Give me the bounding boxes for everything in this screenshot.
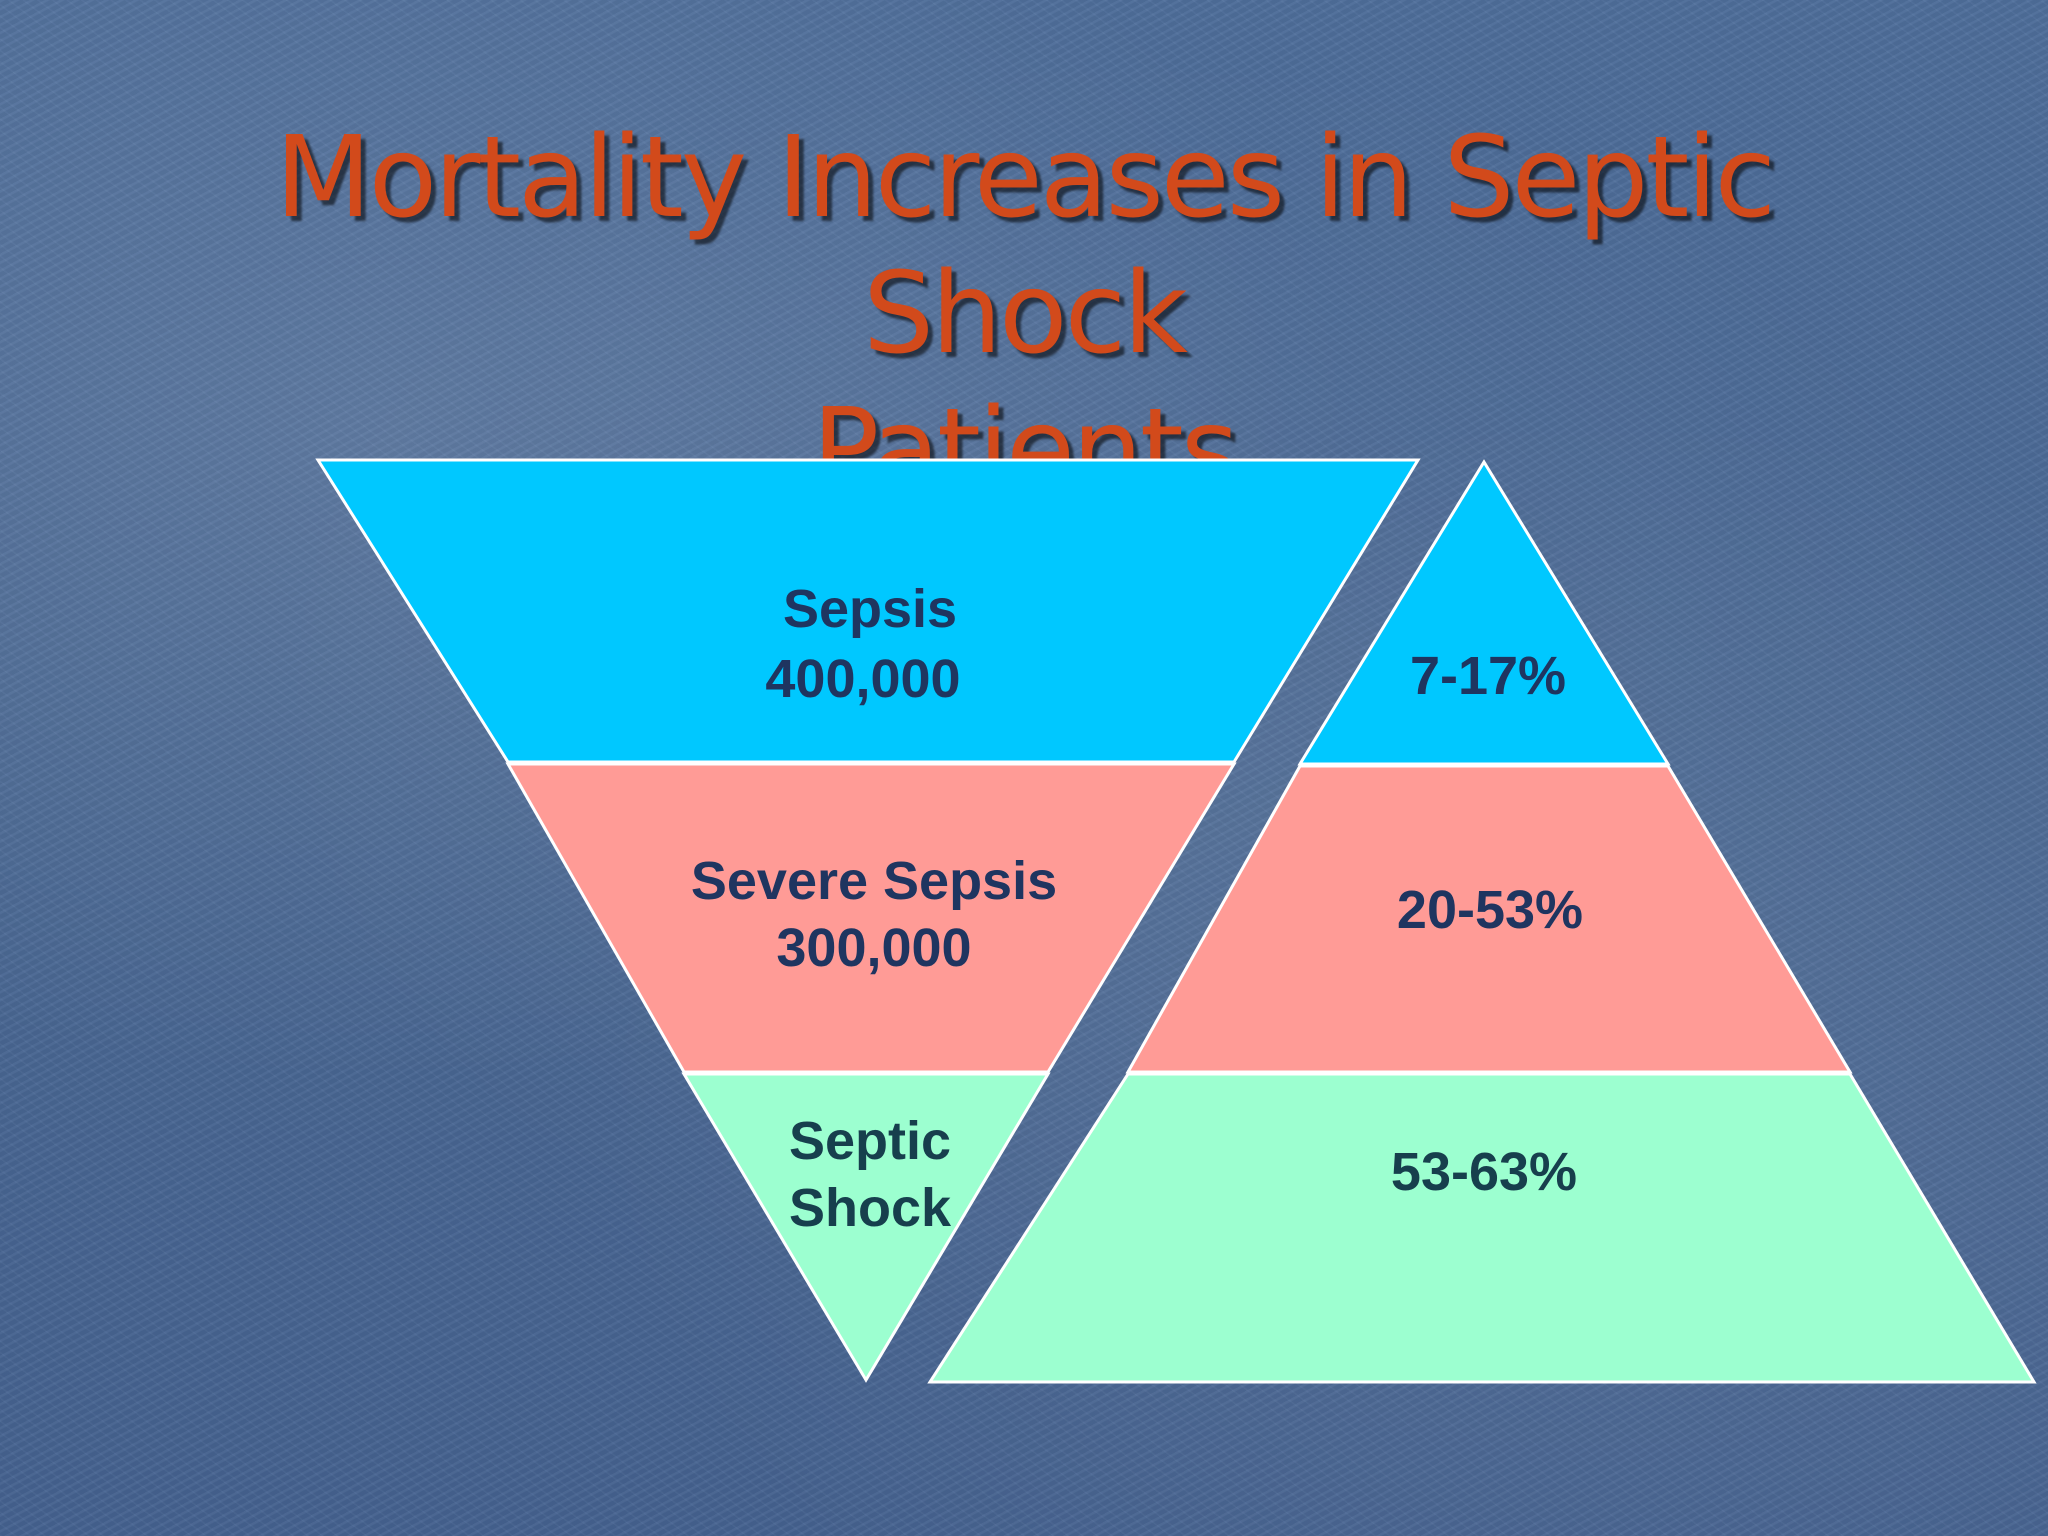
slide-title: Mortality Increases in Septic Shock Pati… [100, 110, 1948, 518]
mortality-septic-shock-label: 53-63% [1391, 1142, 1577, 1202]
mortality-sepsis-label: 7-17% [1410, 646, 1566, 706]
funnel-segment-severe-sepsis [505, 762, 1237, 1074]
title-line-1: Mortality Increases in Septic Shock [274, 113, 1776, 379]
funnel-segment-septic-shock [681, 1072, 1051, 1383]
sepsis-label: Sepsis [783, 579, 957, 639]
severe-sepsis-count: 300,000 [776, 918, 971, 978]
septic-shock-label-line-2: Shock [789, 1178, 952, 1238]
funnel: Sepsis 400,000 Severe Sepsis 300,000 Sep… [315, 458, 1421, 1383]
mortality-severe-sepsis-label: 20-53% [1397, 880, 1583, 940]
pyramid-segment-top [1297, 459, 1671, 766]
sepsis-count: 400,000 [765, 649, 960, 709]
pyramid-segment-middle [1125, 764, 1853, 1074]
pyramid: 7-17% 20-53% 53-63% [927, 459, 2037, 1384]
severe-sepsis-label: Severe Sepsis [691, 851, 1057, 911]
septic-shock-label-line-1: Septic [789, 1111, 951, 1171]
pyramid-segment-bottom [927, 1072, 2037, 1384]
funnel-segment-sepsis [315, 458, 1421, 764]
